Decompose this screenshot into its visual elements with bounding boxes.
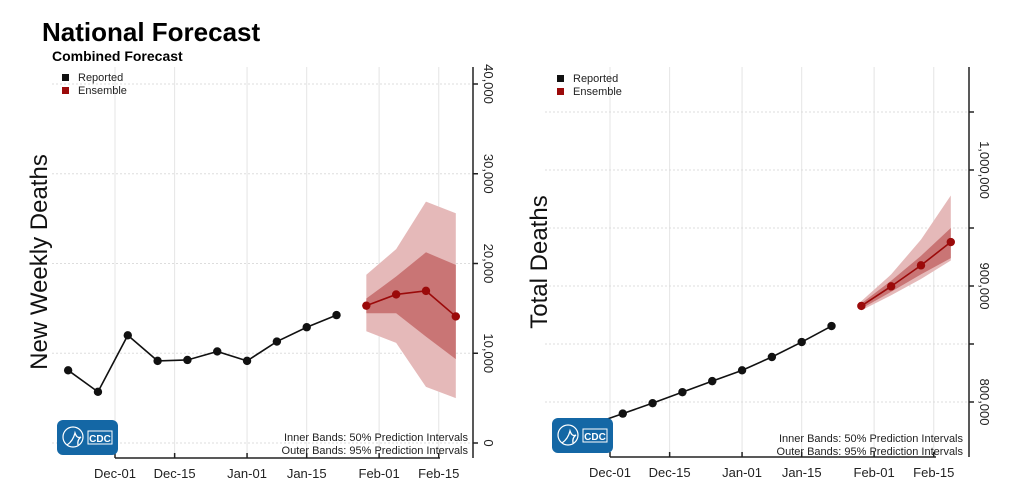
y-tick-label: 10,000 bbox=[481, 333, 496, 373]
new-weekly-deaths-chart: Dec-01 Dec-15 Jan-01 Jan-15 Feb-01 Feb-15 0 10,… bbox=[26, 64, 496, 481]
reported-point bbox=[618, 409, 627, 418]
inner-50-prediction-band bbox=[861, 228, 951, 309]
reported-point bbox=[332, 310, 341, 320]
hhs-eagle-profile-icon bbox=[66, 430, 82, 446]
x-tick-label: Jan-15 bbox=[287, 466, 327, 481]
ensemble-line bbox=[366, 290, 457, 318]
legend-label-reported: Reported bbox=[78, 72, 123, 84]
reported-point bbox=[302, 323, 311, 332]
reported-point bbox=[63, 366, 73, 375]
total-deaths-chart: Dec-01 Dec-15 Jan-01 Jan-15 Feb-01 Feb-15 800,… bbox=[526, 67, 992, 480]
reported-point bbox=[678, 387, 687, 397]
y-tick-label: 800,000 bbox=[977, 379, 992, 426]
hhs-eagle-icon bbox=[557, 424, 579, 446]
inner-50-prediction-band bbox=[366, 252, 456, 360]
cdc-wordmark: CDC bbox=[89, 434, 111, 445]
prediction-interval-note: Outer Bands: 95% Prediction Intervals bbox=[777, 446, 964, 458]
y-tick-label: 20,000 bbox=[481, 244, 496, 284]
y-tick-label: 0 bbox=[481, 439, 496, 446]
x-tick-label: Dec-01 bbox=[94, 466, 136, 481]
x-tick-label: Feb-01 bbox=[359, 466, 400, 481]
y-axis-title: New Weekly Deaths bbox=[26, 154, 53, 370]
legend-swatch-reported bbox=[62, 74, 69, 81]
hhs-eagle-icon bbox=[62, 426, 84, 448]
y-axis-title: Total Deaths bbox=[526, 195, 553, 328]
prediction-interval-note: Outer Bands: 95% Prediction Intervals bbox=[282, 445, 469, 457]
x-tick-label: Jan-15 bbox=[782, 465, 822, 480]
hhs-eagle-profile-icon bbox=[561, 428, 577, 444]
legend-swatch-ensemble bbox=[557, 88, 564, 95]
y-tick-label: 1,000,000 bbox=[977, 141, 992, 199]
cdc-logo: CDC bbox=[552, 418, 613, 453]
legend-label-reported: Reported bbox=[573, 73, 618, 85]
reported-point bbox=[183, 355, 192, 365]
reported-point bbox=[827, 321, 836, 331]
reported-point bbox=[797, 337, 806, 347]
reported-line bbox=[67, 314, 337, 394]
ensemble-point bbox=[391, 290, 401, 299]
x-tick-label: Jan-01 bbox=[722, 465, 762, 480]
prediction-interval-note: Inner Bands: 50% Prediction Intervals bbox=[284, 432, 469, 444]
outer-95-prediction-band bbox=[861, 195, 951, 311]
x-tick-label: Feb-15 bbox=[418, 466, 459, 481]
prediction-interval-note: Inner Bands: 50% Prediction Intervals bbox=[779, 433, 964, 445]
y-tick-label: 900,000 bbox=[977, 263, 992, 310]
x-tick-label: Dec-01 bbox=[589, 465, 631, 480]
cdc-wordmark-box bbox=[582, 428, 608, 443]
cdc-wordmark-box bbox=[87, 430, 113, 445]
cdc-wordmark: CDC bbox=[584, 432, 606, 443]
legend-swatch-ensemble bbox=[62, 87, 69, 94]
reported-point bbox=[153, 356, 162, 366]
reported-point bbox=[272, 337, 282, 346]
legend-label-ensemble: Ensemble bbox=[573, 86, 622, 98]
cdc-logo: CDC bbox=[57, 420, 118, 455]
figure-subtitle: Combined Forecast bbox=[52, 48, 183, 64]
reported-point bbox=[767, 352, 777, 362]
y-tick-label: 40,000 bbox=[481, 64, 496, 104]
ensemble-point bbox=[886, 282, 896, 291]
reported-point bbox=[708, 376, 717, 386]
figure-title: National Forecast bbox=[42, 17, 261, 47]
x-tick-label: Dec-15 bbox=[649, 465, 691, 480]
ensemble-line bbox=[860, 241, 952, 307]
ensemble-point bbox=[857, 301, 866, 311]
x-tick-label: Feb-15 bbox=[913, 465, 954, 480]
reported-point bbox=[123, 331, 132, 340]
x-tick-label: Feb-01 bbox=[854, 465, 895, 480]
y-tick-label: 30,000 bbox=[481, 154, 496, 194]
ensemble-point bbox=[451, 312, 460, 321]
ensemble-point bbox=[916, 261, 926, 270]
reported-point bbox=[242, 356, 252, 366]
ensemble-point bbox=[946, 237, 955, 247]
reported-point bbox=[213, 347, 222, 356]
reported-point bbox=[737, 366, 747, 375]
x-tick-label: Dec-15 bbox=[154, 466, 196, 481]
ensemble-point bbox=[362, 301, 371, 310]
legend-swatch-reported bbox=[557, 75, 564, 82]
reported-point bbox=[93, 387, 103, 397]
reported-point bbox=[648, 398, 657, 408]
legend-label-ensemble: Ensemble bbox=[78, 85, 127, 97]
ensemble-point bbox=[421, 286, 431, 296]
x-tick-label: Jan-01 bbox=[227, 466, 267, 481]
reported-line bbox=[592, 325, 832, 425]
